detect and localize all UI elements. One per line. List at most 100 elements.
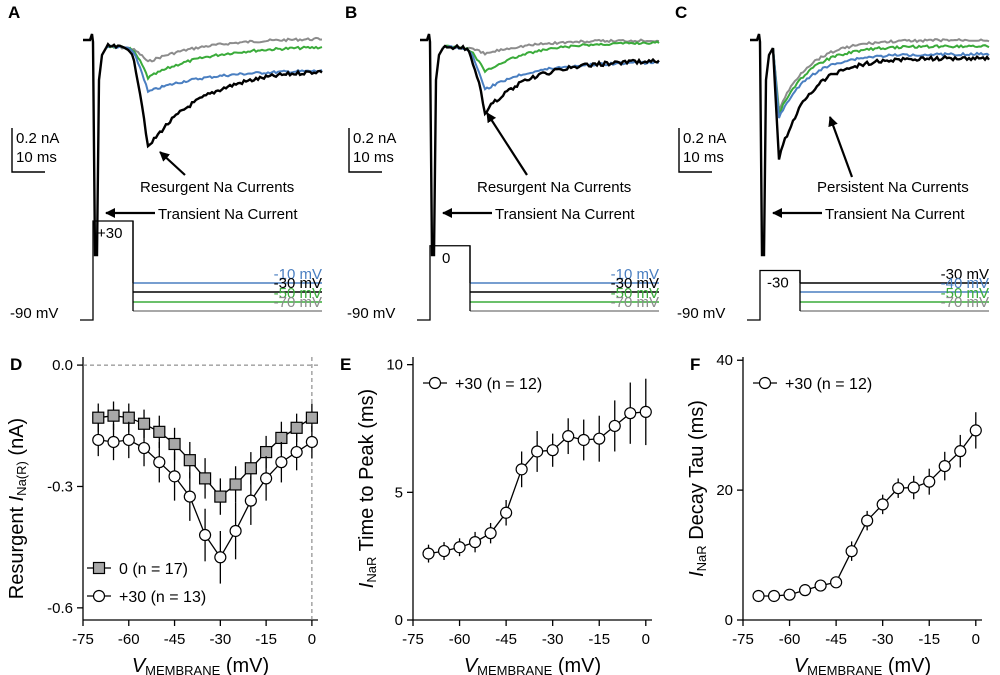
plot-d: D -75 -60 -45 -30 -15 0 0.0 -0.3 -0.6 VMEMBRANE (m…	[6, 355, 318, 675]
x-tick-label: -75	[732, 631, 754, 648]
annotation-lower: Transient Na Current	[495, 206, 635, 223]
current-trace-minus70-mV	[105, 36, 323, 63]
legend-label: -50 mV	[611, 285, 659, 302]
x-axis-label: VMEMBRANE (mV)	[464, 655, 601, 675]
data-point-square	[260, 445, 273, 459]
current-trace-minus10-mV	[105, 44, 323, 94]
data-point-circle	[767, 589, 781, 603]
x-tick-label: -15	[588, 631, 610, 648]
current-trace-minus10-mV	[772, 47, 990, 119]
panel-letter: B	[345, 3, 357, 22]
data-point-square	[153, 425, 166, 438]
data-point-circle	[624, 407, 637, 420]
x-tick-label: -30	[872, 631, 894, 648]
scale-time-label: 10 ms	[353, 149, 394, 166]
data-point-square	[229, 478, 242, 491]
data-point-square	[214, 490, 227, 503]
panel-letter: F	[690, 355, 700, 374]
data-point-circle	[814, 579, 827, 592]
data-point-circle	[275, 456, 288, 469]
legend-label: -30 mV	[611, 275, 659, 292]
annotation-upper: Resurgent Na Currents	[140, 179, 294, 196]
scale-current-label: 0.2 nA	[683, 130, 726, 147]
data-point-circle	[876, 498, 889, 511]
y-tick-label: 0	[395, 612, 403, 629]
x-tick-label: -75	[72, 631, 94, 648]
legend-marker-square	[92, 561, 106, 575]
data-point-circle	[290, 445, 303, 459]
data-point-circle	[260, 472, 273, 485]
x-tick-label: -60	[779, 631, 801, 648]
data-point-circle	[845, 545, 858, 558]
transient-current-trace	[750, 33, 775, 257]
x-tick-label: 0	[642, 631, 650, 648]
legend-label: 0 (n = 17)	[119, 561, 188, 578]
x-tick-label: -45	[164, 631, 186, 648]
legend-label: -50 mV	[274, 285, 322, 302]
x-tick-label: 0	[972, 631, 980, 648]
x-axis-label: VMEMBRANE (mV)	[794, 655, 931, 675]
data-point-square	[168, 437, 181, 451]
data-point-circle	[752, 589, 765, 603]
plot-e: E -75 -60 -45 -30 -15 0 0 5 10 VMEMBRANE (mV) INaR …	[340, 355, 652, 675]
series-circle: +30 (n = 12)	[752, 376, 982, 603]
x-tick-label: -45	[495, 631, 517, 648]
arrow-persistent	[828, 116, 854, 178]
data-point-circle	[122, 433, 135, 447]
current-trace-minus30-mV	[104, 42, 323, 149]
annotation-lower: Transient Na Current	[158, 206, 298, 223]
data-point-circle	[198, 528, 212, 542]
data-point-circle	[639, 405, 652, 418]
data-point-circle	[244, 494, 257, 507]
data-point-circle	[305, 435, 318, 449]
data-point-circle	[183, 490, 196, 503]
scale-bar	[11, 128, 45, 173]
x-tick-label: -30	[542, 631, 564, 648]
legend-marker-circle	[758, 376, 772, 390]
y-tick-label: 40	[716, 352, 733, 369]
scale-time-label: 10 ms	[683, 149, 724, 166]
data-point-circle	[577, 433, 590, 447]
data-point-circle	[861, 514, 874, 527]
x-tick-label: -60	[449, 631, 471, 648]
data-point-circle	[484, 527, 497, 540]
data-point-circle	[562, 430, 575, 443]
x-tick-label: -15	[255, 631, 277, 648]
trace-panel-b: B 0.2 nA 10 ms Resurgent Na Currents Transie…	[345, 3, 660, 322]
data-point-square	[122, 411, 135, 424]
legend-marker-circle	[428, 376, 442, 390]
data-point-circle	[107, 435, 120, 449]
current-trace-minus50-mV	[105, 44, 323, 81]
legend-label: -30 mV	[274, 275, 322, 292]
data-point-circle	[546, 444, 559, 457]
panel-letter: C	[675, 3, 687, 22]
data-point-circle	[783, 588, 796, 601]
plot-f: F -75 -60 -45 -30 -15 0 0 20 40 VMEMBRANE (mV) INaR…	[686, 352, 982, 675]
y-tick-label: 20	[716, 482, 733, 499]
data-point-circle	[969, 424, 982, 437]
data-point-circle	[437, 544, 451, 558]
data-point-circle	[907, 481, 920, 494]
legend-label: -50 mV	[941, 285, 989, 302]
y-axis-label: Resurgent INa(R) (nA)	[6, 418, 29, 599]
holding-voltage-label: -90 mV	[677, 305, 725, 322]
annotation-upper: Resurgent Na Currents	[477, 179, 631, 196]
legend-label: -30 mV	[941, 266, 989, 283]
data-point-circle	[830, 576, 843, 589]
panel-letter: D	[10, 355, 22, 374]
arrow-resurgent	[486, 112, 528, 176]
current-trace-minus10-mV	[442, 44, 660, 91]
data-point-circle	[229, 524, 242, 538]
current-trace-minus30-mV	[442, 43, 660, 117]
data-point-circle	[593, 432, 606, 445]
data-point-circle	[938, 459, 951, 473]
transient-current-trace	[420, 33, 445, 257]
series-square: 0 (n = 17)	[87, 401, 318, 578]
x-tick-label: -30	[209, 631, 231, 648]
data-point-circle	[798, 584, 812, 597]
annotation-lower: Transient Na Current	[825, 206, 965, 223]
panel-letter: A	[8, 3, 20, 22]
legend-label: -70 mV	[274, 294, 322, 311]
panel-letter: E	[340, 355, 351, 374]
y-tick-label: -0.3	[47, 478, 73, 495]
